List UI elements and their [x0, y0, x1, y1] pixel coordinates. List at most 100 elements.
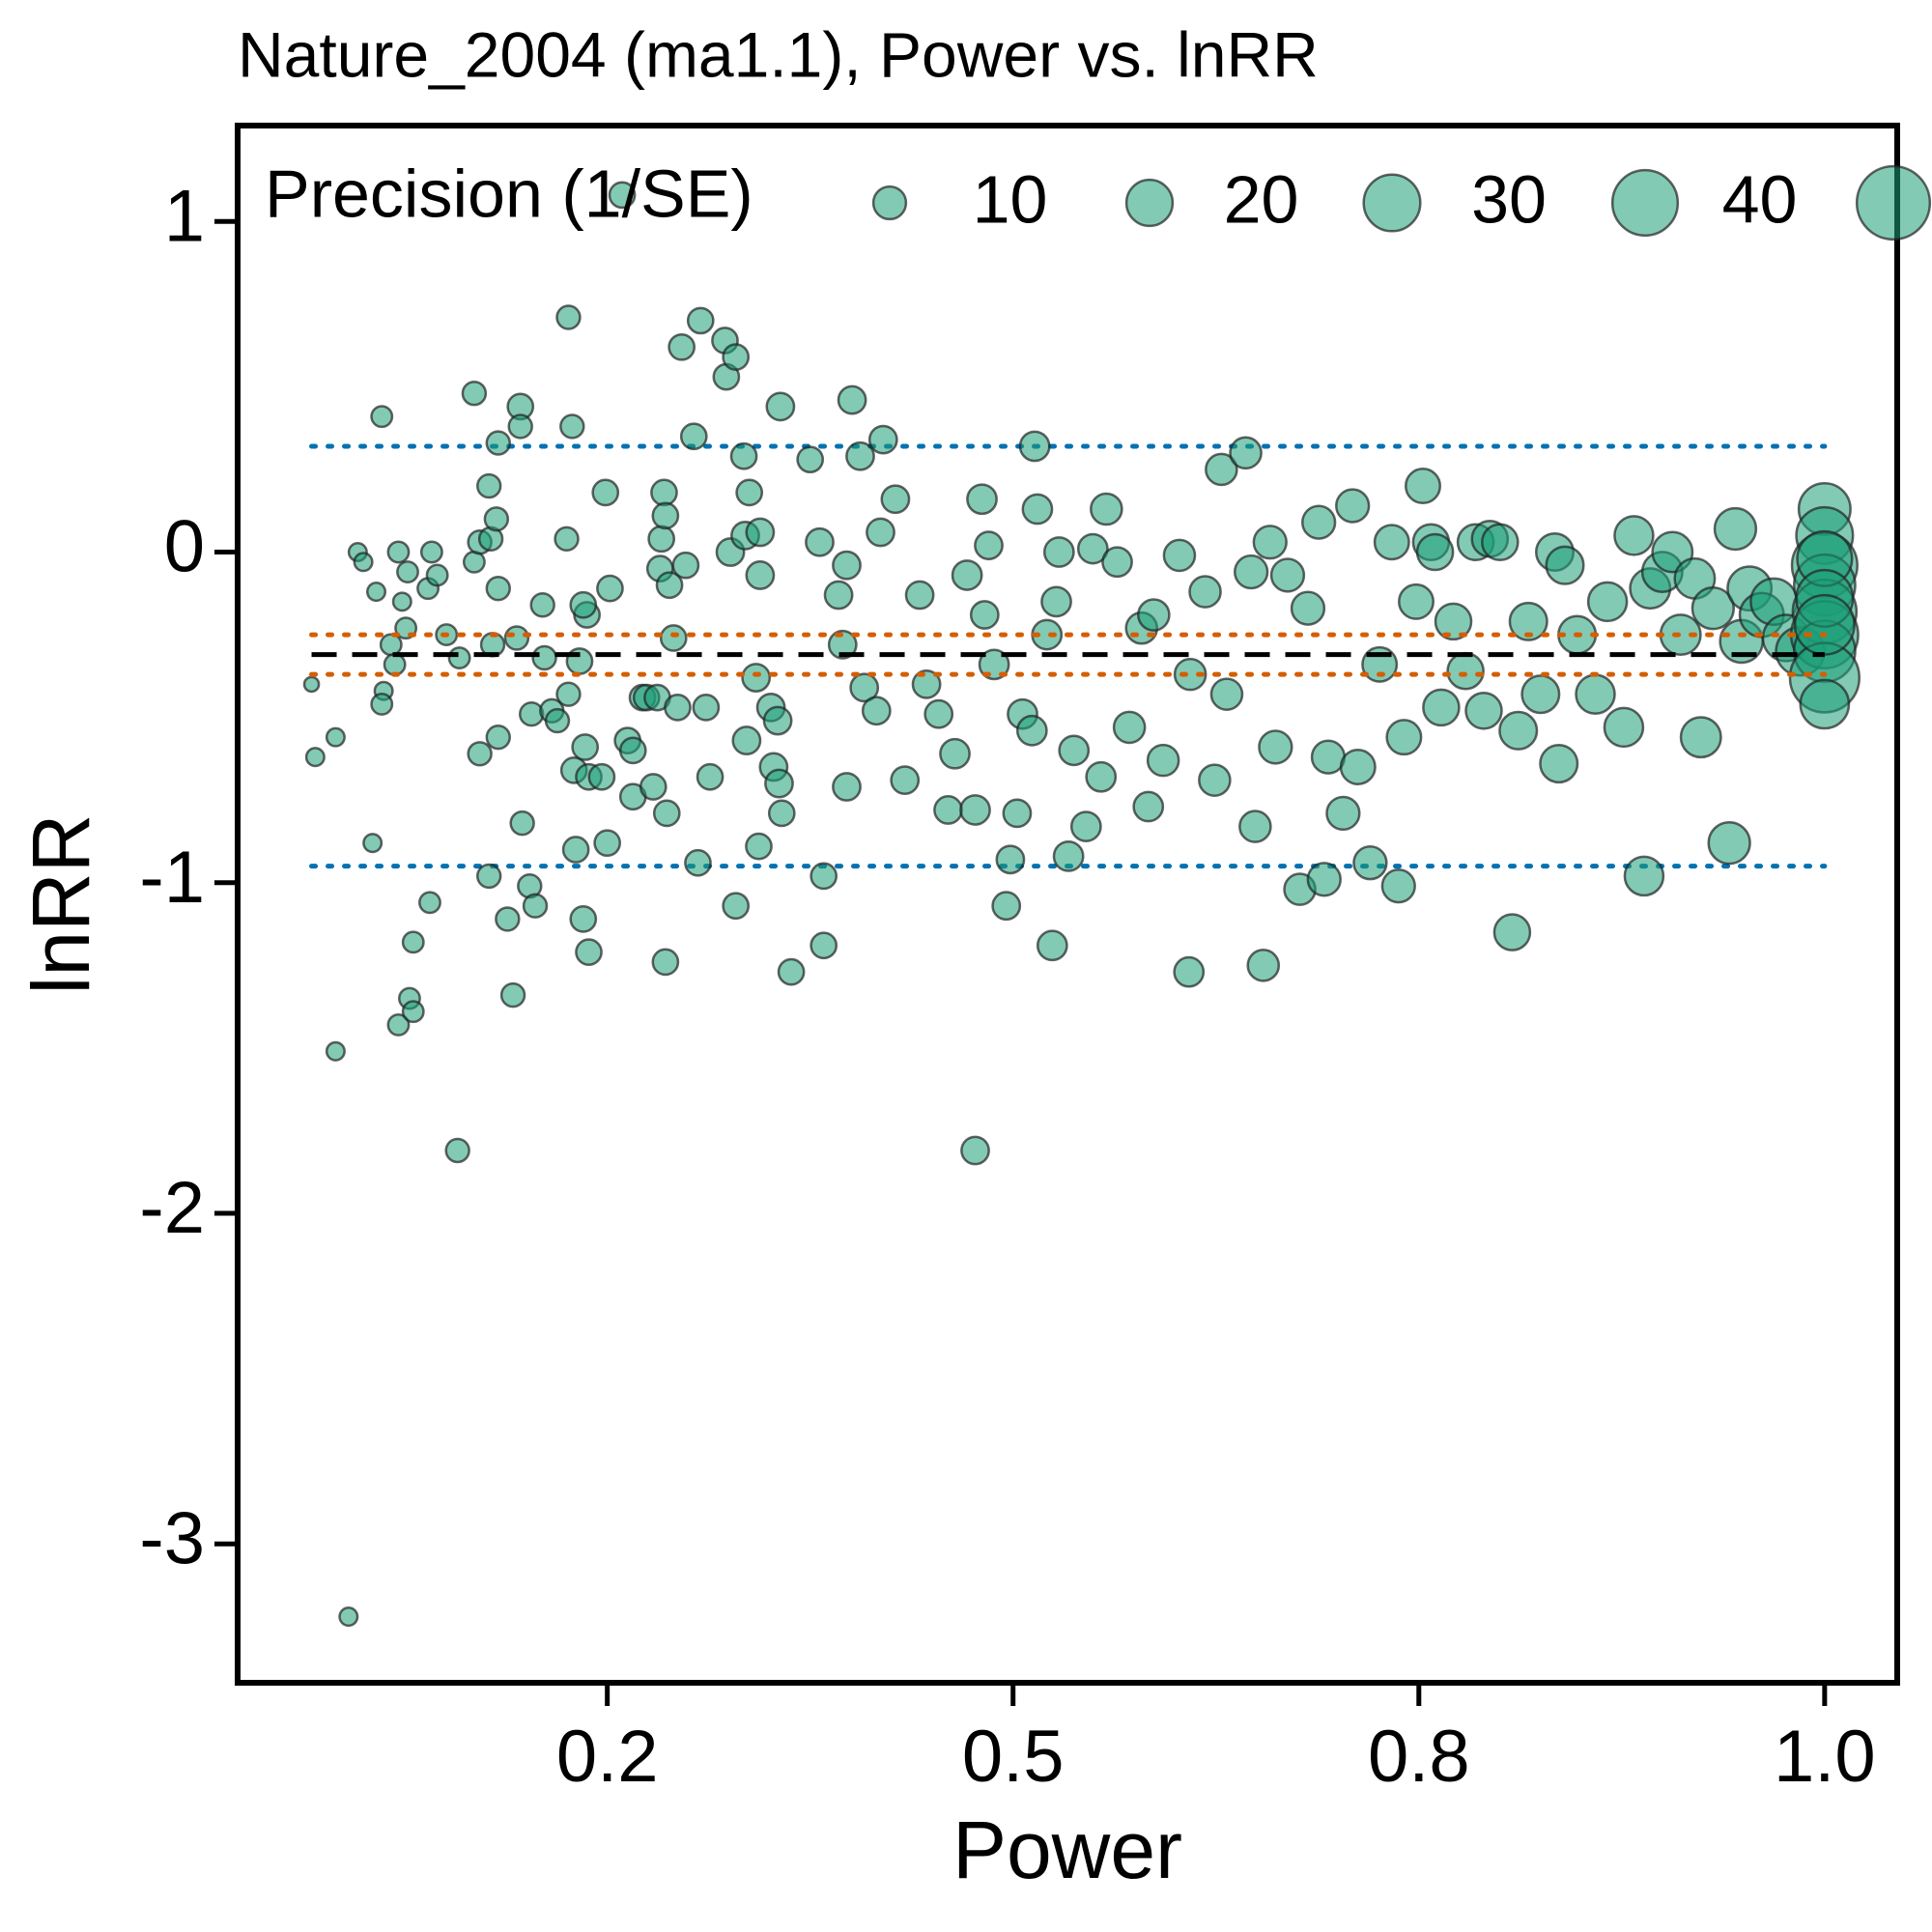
- bubble: [639, 773, 668, 801]
- bubble: [745, 560, 776, 590]
- bubble: [1508, 601, 1548, 641]
- bubble: [1380, 868, 1416, 904]
- legend-label: 40: [1722, 161, 1798, 237]
- bubble: [861, 696, 892, 726]
- bubble: [507, 413, 533, 440]
- bubble: [1623, 855, 1665, 897]
- bubble: [483, 506, 510, 532]
- legend-key: [1362, 173, 1422, 233]
- bubble: [1076, 532, 1109, 565]
- bubble: [593, 829, 622, 858]
- bubble: [845, 440, 875, 471]
- bubble: [1422, 688, 1461, 727]
- bubble: [1040, 585, 1072, 618]
- bubble: [810, 862, 838, 891]
- bubble: [1015, 714, 1048, 747]
- bubble: [554, 526, 580, 553]
- legend-key: [1610, 168, 1680, 238]
- bubble: [722, 343, 751, 371]
- bubble: [805, 526, 835, 557]
- bubble: [1586, 581, 1629, 623]
- bubble: [974, 530, 1004, 561]
- y-axis-title: lnRR: [15, 814, 106, 995]
- bubble: [591, 478, 620, 507]
- bubble: [1498, 710, 1539, 751]
- bubble: [969, 600, 1000, 630]
- bubble: [509, 810, 535, 837]
- bubble: [978, 648, 1010, 681]
- bubble: [904, 580, 935, 611]
- bubble: [1575, 673, 1616, 715]
- bubble: [370, 405, 394, 429]
- bubble: [1301, 504, 1337, 540]
- bubble: [1492, 913, 1532, 952]
- bubble: [1238, 810, 1272, 843]
- y-tick-label: -3: [139, 1497, 205, 1579]
- bubble: [1252, 525, 1288, 560]
- bubble: [1209, 677, 1244, 711]
- bubble: [1036, 929, 1068, 962]
- bubble: [686, 306, 715, 335]
- bubble: [867, 424, 898, 455]
- bubble: [386, 540, 411, 564]
- bubble: [370, 692, 394, 716]
- bubble: [1132, 790, 1165, 823]
- bubble: [425, 563, 449, 587]
- bubble: [1707, 821, 1751, 866]
- bubble: [531, 644, 557, 671]
- bubble: [575, 938, 603, 966]
- x-tick-label: 0.8: [1368, 1716, 1470, 1798]
- bubble: [650, 478, 678, 507]
- bubble: [837, 384, 867, 415]
- bubble: [485, 430, 511, 456]
- bubble: [1373, 524, 1410, 561]
- bubble: [765, 391, 796, 422]
- legend-label: 20: [1224, 161, 1299, 237]
- bubble: [401, 1000, 425, 1024]
- bubble: [731, 725, 762, 755]
- bubble: [729, 441, 758, 470]
- bubble: [659, 624, 688, 652]
- plot-frame: [235, 123, 1900, 1686]
- bubble: [664, 694, 692, 722]
- bubble: [338, 1606, 359, 1628]
- bubble: [503, 625, 530, 651]
- bubble: [302, 675, 321, 694]
- bubble: [1713, 506, 1758, 552]
- bubble: [529, 592, 555, 618]
- bubble: [618, 736, 647, 765]
- legend-label: 10: [973, 161, 1048, 237]
- bubble: [1404, 468, 1441, 505]
- bubble: [569, 590, 598, 619]
- bubble: [1233, 554, 1269, 590]
- bubble: [383, 652, 407, 676]
- bubble: [401, 930, 425, 954]
- y-tick-label: 0: [164, 506, 205, 588]
- bubble: [475, 472, 502, 499]
- bubble: [419, 540, 443, 564]
- bubble: [880, 484, 911, 515]
- bubble: [1246, 949, 1281, 982]
- bubble: [1229, 436, 1263, 470]
- bubble: [1069, 810, 1102, 842]
- bubble: [418, 891, 441, 915]
- bubble: [866, 517, 895, 548]
- bubble: [684, 848, 712, 877]
- bubble: [722, 892, 751, 921]
- bubble: [1188, 575, 1222, 609]
- bubble: [1290, 590, 1326, 626]
- bubble: [1397, 582, 1435, 620]
- bubble: [1793, 593, 1856, 656]
- bubble: [651, 948, 680, 977]
- bubble: [1101, 546, 1133, 579]
- bubble: [1137, 598, 1171, 632]
- bubble: [741, 663, 772, 693]
- bubble: [571, 733, 600, 761]
- bubble: [325, 726, 346, 748]
- bubble: [1146, 743, 1180, 778]
- bubble: [1415, 532, 1455, 572]
- bubble: [933, 795, 963, 825]
- bubble: [1002, 798, 1033, 829]
- bubble: [559, 413, 585, 440]
